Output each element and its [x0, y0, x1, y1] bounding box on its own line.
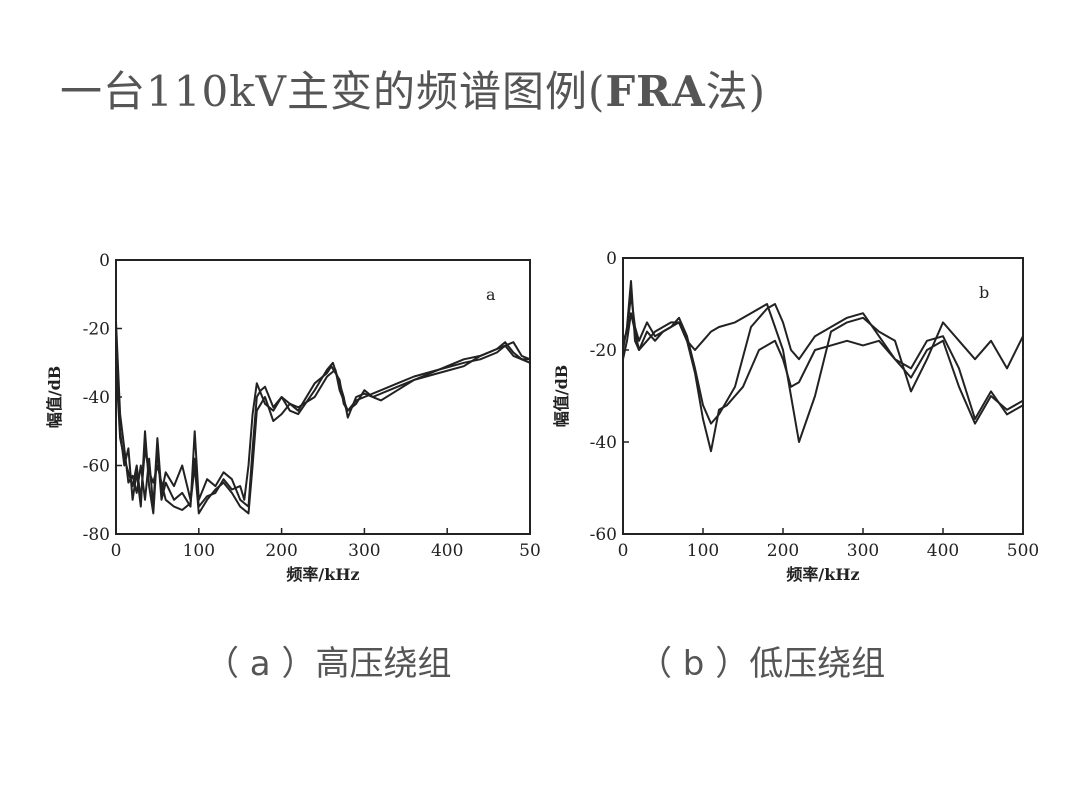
y-tick-label: -20 [590, 341, 617, 361]
x-axis-label: 频率/kHz [286, 565, 359, 584]
x-tick-label: 300 [847, 541, 879, 561]
panel-label: a [486, 285, 496, 304]
series-line-1 [622, 280, 1024, 453]
chart-a-high-voltage: 0 -20 -40 -60 -80 0 100 200 300 400 50 频率/kHz 幅值/dB a [30, 240, 560, 600]
y-tick-label: -20 [83, 320, 110, 340]
title-prefix: 一台110kV主变的频谱图例( [60, 67, 606, 116]
title-fra: FRA [605, 67, 706, 116]
series-line-3 [622, 303, 1024, 443]
x-axis-label: 频率/kHz [786, 565, 859, 584]
series-line-1 [115, 321, 531, 508]
y-axis-label: 幅值/dB [552, 365, 571, 428]
x-tick-label: 200 [767, 541, 799, 561]
x-tick-label: 500 [1007, 541, 1039, 561]
x-tick-label: 0 [111, 541, 122, 561]
x-tick-label: 100 [183, 541, 215, 561]
x-tick-label: 300 [348, 541, 380, 561]
caption-a: （ a ）高压绕组 [205, 644, 452, 684]
y-tick-label: -40 [83, 388, 110, 408]
y-tick-label: 0 [99, 251, 110, 271]
x-tick-label: 50 [519, 541, 541, 561]
y-tick-label: -80 [83, 525, 110, 545]
y-tick-label: -60 [590, 525, 617, 545]
x-tick-label: 400 [431, 541, 463, 561]
series-line-2 [115, 341, 530, 515]
panel-label: b [979, 283, 989, 302]
caption-b: （ b ）低压绕组 [638, 644, 886, 684]
x-tick-label: 200 [265, 541, 297, 561]
plot-frame [622, 257, 1024, 535]
y-axis-label: 幅值/dB [45, 366, 64, 429]
title-suffix: 法) [705, 67, 767, 116]
series-line-3 [115, 344, 531, 515]
series-line-2 [622, 293, 1024, 425]
y-tick-label: -40 [590, 433, 617, 453]
chart-b-low-voltage: 0 -20 -40 -60 0 100 200 300 400 500 频率/kHz 幅值/dB b [545, 240, 1050, 600]
y-tick-label: 0 [606, 249, 617, 269]
slide-title: 一台110kV主变的频谱图例(FRA法) [60, 58, 766, 119]
plot-frame [115, 259, 531, 535]
x-tick-label: 0 [618, 541, 629, 561]
x-tick-label: 400 [927, 541, 959, 561]
x-tick-label: 100 [687, 541, 719, 561]
y-tick-label: -60 [83, 457, 110, 477]
